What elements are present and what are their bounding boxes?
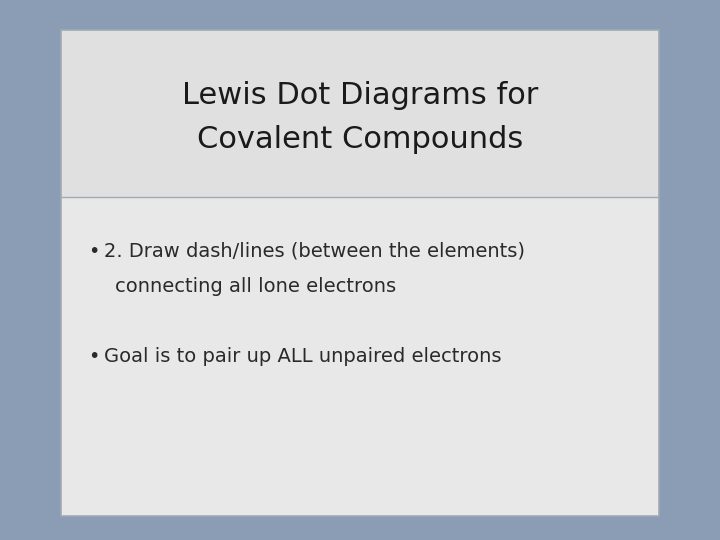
- Text: connecting all lone electrons: connecting all lone electrons: [115, 277, 396, 296]
- Text: Goal is to pair up ALL unpaired electrons: Goal is to pair up ALL unpaired electron…: [104, 347, 502, 366]
- Text: •: •: [89, 242, 100, 261]
- Bar: [61, 30, 659, 516]
- Text: 2. Draw dash/lines (between the elements): 2. Draw dash/lines (between the elements…: [104, 242, 526, 261]
- Bar: [61, 30, 659, 516]
- Text: Lewis Dot Diagrams for: Lewis Dot Diagrams for: [182, 82, 538, 111]
- Text: •: •: [89, 347, 100, 366]
- Text: Covalent Compounds: Covalent Compounds: [197, 125, 523, 154]
- Bar: [61, 30, 659, 197]
